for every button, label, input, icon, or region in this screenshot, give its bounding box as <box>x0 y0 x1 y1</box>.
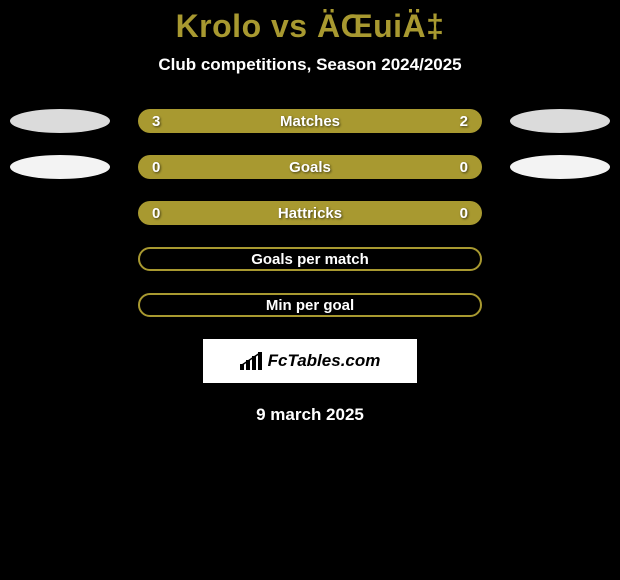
stat-bar-matches: 3 Matches 2 <box>138 109 482 133</box>
stat-row-goals: 0 Goals 0 <box>0 155 620 179</box>
stat-row-goals-per-match: Goals per match <box>0 247 620 271</box>
stat-bar-hattricks: 0 Hattricks 0 <box>138 201 482 225</box>
stat-left-value: 0 <box>152 205 172 222</box>
stat-label: Hattricks <box>278 205 342 222</box>
stat-bar-min-per-goal: Min per goal <box>138 293 482 317</box>
stat-label: Matches <box>280 113 340 130</box>
stat-right-value: 0 <box>448 159 468 176</box>
chart-icon <box>240 352 262 370</box>
stat-label: Goals <box>289 159 331 176</box>
page-title: Krolo vs ÄŒuiÄ‡ <box>0 0 620 45</box>
player-right-ellipse <box>510 109 610 133</box>
player-left-ellipse <box>10 109 110 133</box>
logo-text: FcTables.com <box>268 351 381 371</box>
player-left-ellipse <box>10 155 110 179</box>
stat-label: Goals per match <box>251 251 369 268</box>
stat-bar-goals-per-match: Goals per match <box>138 247 482 271</box>
stat-right-value: 2 <box>448 113 468 130</box>
logo-box: FcTables.com <box>203 339 417 383</box>
stat-left-value: 3 <box>152 113 172 130</box>
stat-row-hattricks: 0 Hattricks 0 <box>0 201 620 225</box>
comparison-content: 3 Matches 2 0 Goals 0 0 Hattricks 0 Goal… <box>0 109 620 317</box>
stat-bar-goals: 0 Goals 0 <box>138 155 482 179</box>
stat-row-matches: 3 Matches 2 <box>0 109 620 133</box>
player-right-ellipse <box>510 155 610 179</box>
date-text: 9 march 2025 <box>0 405 620 425</box>
stat-label: Min per goal <box>266 297 354 314</box>
stat-row-min-per-goal: Min per goal <box>0 293 620 317</box>
stat-left-value: 0 <box>152 159 172 176</box>
stat-right-value: 0 <box>448 205 468 222</box>
page-subtitle: Club competitions, Season 2024/2025 <box>0 55 620 75</box>
